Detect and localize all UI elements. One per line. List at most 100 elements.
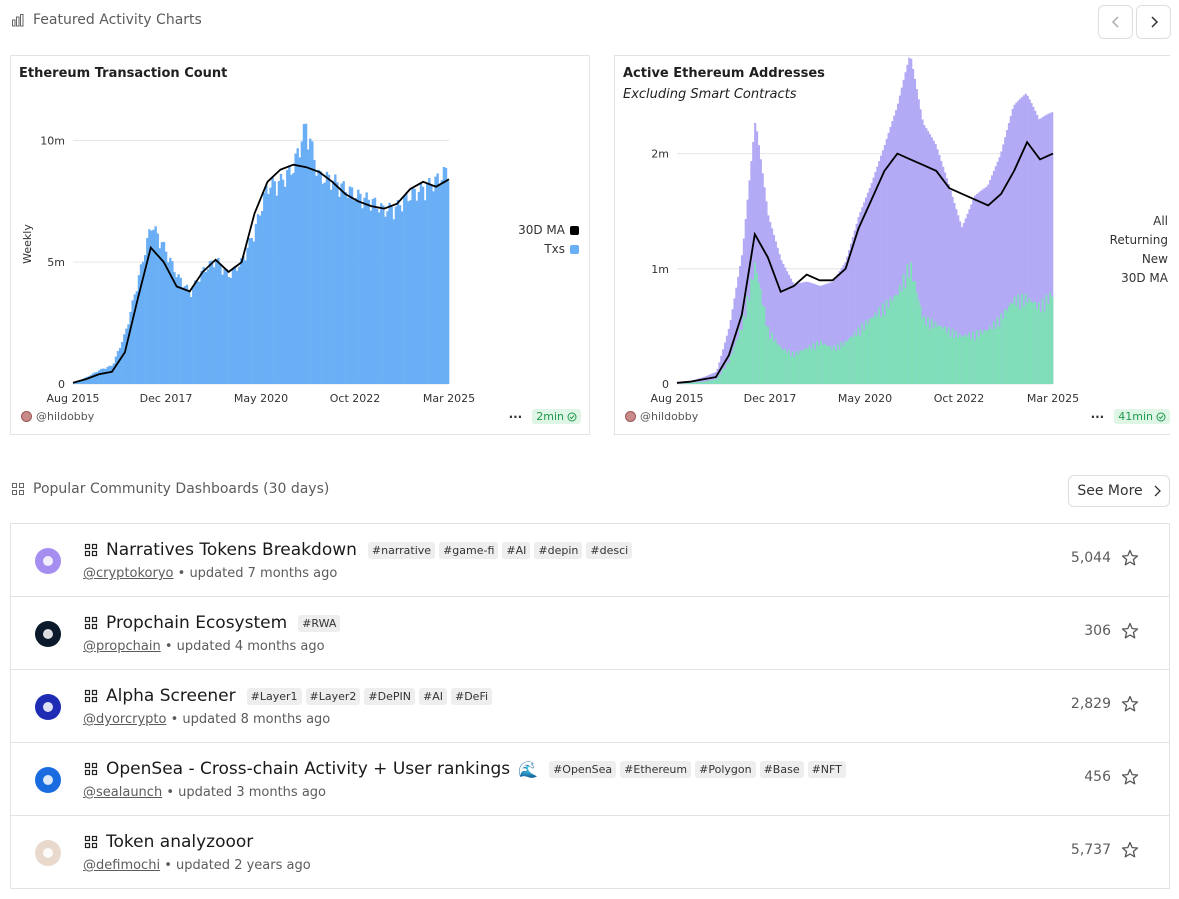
tx-bar [405, 192, 408, 384]
x-tick-label: Mar 2025 [1027, 392, 1079, 405]
new-bar [893, 296, 896, 384]
new-bar [990, 329, 994, 384]
tx-bar [223, 268, 226, 384]
chart-author[interactable]: @hildobby [625, 410, 698, 423]
see-more-button[interactable]: See More [1068, 475, 1170, 507]
new-bar [742, 314, 745, 384]
new-bar [960, 336, 964, 384]
all-bar [834, 277, 838, 384]
more-options-icon[interactable]: ··· [1090, 409, 1105, 424]
tx-bar [131, 300, 134, 384]
dashboard-author-link[interactable]: @sealaunch [83, 785, 163, 800]
tag[interactable]: #desci [586, 541, 633, 559]
tag[interactable]: #depin [534, 541, 583, 559]
dashboard-row[interactable]: OpenSea - Cross-chain Activity + User ra… [11, 743, 1169, 816]
tag[interactable]: #AI [418, 687, 447, 705]
all-bar [1049, 112, 1052, 384]
dashboard-row[interactable]: Propchain Ecosystem #RWA @propchain • upda… [11, 597, 1169, 670]
tag[interactable]: #Polygon [695, 760, 756, 778]
chart-card-active-addresses[interactable]: 0 1m 2m Aug 2015 Dec 2017 May 2020 Oct 2022 Mar… [614, 55, 1170, 435]
tx-bar [246, 247, 249, 384]
tag[interactable]: #DeFi [450, 687, 493, 705]
all-bar [1051, 112, 1054, 384]
dashboard-row[interactable]: Alpha Screener #Layer1 #Layer2 #DePIN #AI #De… [11, 670, 1169, 743]
legend-item-ma: 30D MA [518, 221, 579, 240]
star-icon[interactable] [1121, 622, 1139, 640]
star-icon[interactable] [1121, 549, 1139, 567]
dashboard-meta: @cryptokoryo • updated 7 months ago [83, 566, 337, 581]
tx-bar [200, 271, 203, 384]
star-icon[interactable] [1121, 768, 1139, 786]
all-bar [752, 141, 755, 384]
new-bar [771, 332, 774, 384]
tag[interactable]: #RWA [298, 614, 341, 632]
dashboard-author-link[interactable]: @propchain [83, 639, 161, 654]
all-bar [1000, 151, 1003, 384]
new-bar [801, 350, 804, 384]
all-bar [759, 159, 762, 384]
chart-card-transactions[interactable]: 0 5m 10m Weekly Aug 2015 Dec 2017 May 2020 Oct … [10, 55, 590, 435]
dashboard-title[interactable]: Propchain Ecosystem [106, 613, 288, 633]
tag[interactable]: #Layer2 [305, 687, 361, 705]
carousel-next-button[interactable] [1136, 5, 1171, 39]
new-bar [825, 345, 828, 384]
all-bar [936, 149, 939, 384]
star-icon[interactable] [1121, 841, 1139, 859]
tx-bar [336, 182, 339, 384]
tag[interactable]: #NFT [807, 760, 846, 778]
dashboard-title[interactable]: OpenSea - Cross-chain Activity + User ra… [106, 759, 511, 779]
new-bar [979, 329, 982, 384]
author-avatar[interactable] [35, 548, 61, 574]
dashboard-title[interactable]: Alpha Screener [106, 686, 236, 706]
tx-bar [244, 260, 247, 384]
chart-author[interactable]: @hildobby [21, 410, 94, 423]
tx-bar [158, 248, 162, 384]
tag[interactable]: #AI [502, 541, 531, 559]
all-bar [919, 109, 922, 384]
dashboard-author-link[interactable]: @defimochi [83, 858, 161, 873]
author-avatar[interactable] [35, 767, 61, 793]
tx-bar [365, 192, 368, 384]
all-bar [748, 180, 751, 384]
all-bar [947, 184, 950, 384]
favorite-count: 306 [1084, 623, 1111, 639]
carousel-prev-button[interactable] [1098, 5, 1133, 39]
tag[interactable]: #game-fi [439, 541, 499, 559]
ma-line [72, 163, 450, 384]
new-bar [955, 330, 958, 384]
all-bar [720, 355, 723, 384]
star-icon[interactable] [1121, 695, 1139, 713]
tag[interactable]: #DePIN [364, 687, 415, 705]
author-avatar[interactable] [35, 621, 61, 647]
more-options-icon[interactable]: ··· [508, 409, 523, 424]
new-bar [1024, 293, 1027, 384]
tx-bar [281, 179, 285, 384]
tx-bar [91, 373, 95, 384]
legend-swatch [570, 226, 579, 235]
tx-bar [127, 324, 130, 384]
author-avatar[interactable] [35, 694, 61, 720]
dashboard-author-link[interactable]: @dyorcrypto [83, 712, 167, 727]
tx-bar [144, 255, 147, 384]
tx-bar [233, 265, 237, 384]
transactions-chart: 0 5m 10m Weekly Aug 2015 Dec 2017 May 2020 Oct … [21, 123, 475, 405]
tx-bar [258, 215, 262, 384]
tag[interactable]: #OpenSea [549, 760, 617, 778]
tag[interactable]: #narrative [367, 541, 436, 559]
tag[interactable]: #Layer1 [246, 687, 302, 705]
tx-bar [309, 138, 312, 384]
author-avatar[interactable] [35, 840, 61, 866]
dashboard-title[interactable]: Narratives Tokens Breakdown [106, 540, 357, 560]
new-bar [842, 345, 845, 384]
tx-bar [390, 206, 393, 384]
new-bar [759, 289, 762, 384]
dashboard-row[interactable]: Token analyzooor @defimochi • updated 2 y… [11, 816, 1169, 888]
all-bar [966, 213, 969, 384]
tag[interactable]: #Ethereum [620, 760, 692, 778]
dashboard-row[interactable]: Narratives Tokens Breakdown #narrative #ga… [11, 524, 1169, 597]
dashboard-author-link[interactable]: @cryptokoryo [83, 566, 174, 581]
tx-bar [252, 241, 256, 384]
all-bar [1030, 103, 1033, 385]
dashboard-title[interactable]: Token analyzooor [106, 832, 254, 852]
tag[interactable]: #Base [759, 760, 804, 778]
